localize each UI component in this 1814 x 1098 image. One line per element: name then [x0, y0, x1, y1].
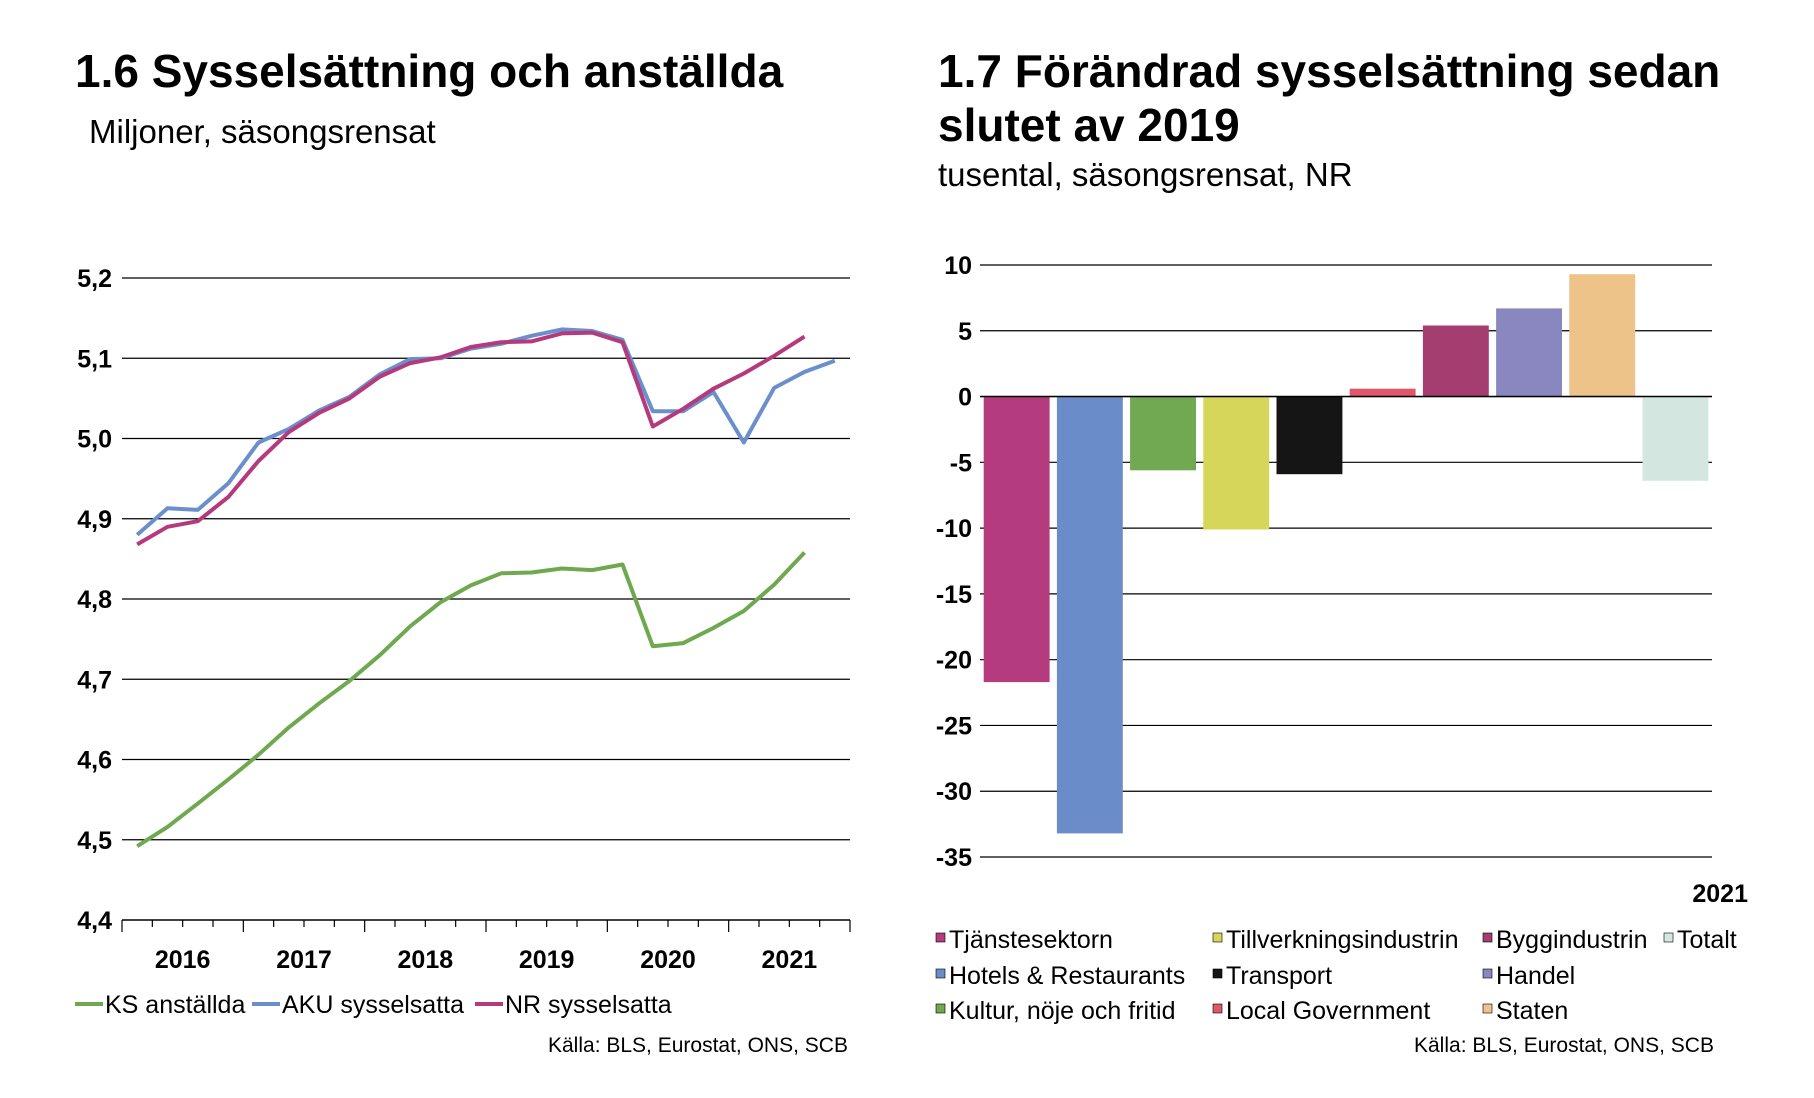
legend-label: Tjänstesektorn [949, 926, 1113, 954]
line-chart-panel: 1.6 Sysselsättning och anställda Miljone… [0, 0, 900, 1098]
legend-swatch [1212, 932, 1223, 943]
x-axis-label: 2021 [1692, 880, 1748, 908]
legend-label: Kultur, nöje och fritid [949, 997, 1176, 1025]
bar [1056, 396, 1123, 834]
bar [1276, 396, 1343, 475]
legend-swatch [1212, 1003, 1223, 1014]
legend-swatch [935, 968, 946, 979]
legend-label: NR sysselsatta [505, 991, 672, 1019]
y-tick-label: 5,0 [77, 426, 112, 454]
x-tick-label: 2020 [640, 946, 696, 974]
legend-label: AKU sysselsatta [282, 991, 464, 1019]
y-tick-label: -30 [936, 778, 972, 806]
bar-chart-panel: 1.7 Förändrad sysselsättning sedan slute… [900, 0, 1814, 1098]
legend-label: Hotels & Restaurants [949, 962, 1185, 990]
bar [1496, 308, 1562, 397]
y-tick-label: 0 [958, 384, 972, 412]
y-tick-label: -15 [936, 581, 972, 609]
legend-label: Tillverkningsindustrin [1226, 926, 1459, 954]
source-note: Källa: BLS, Eurostat, ONS, SCB [1414, 1034, 1714, 1057]
y-tick-label: 4,4 [77, 907, 112, 935]
bar [1422, 325, 1489, 397]
bar [1203, 396, 1270, 530]
legend-swatch [1482, 1003, 1493, 1014]
legend-label: Local Government [1226, 997, 1430, 1025]
y-tick-label: 5 [958, 318, 972, 346]
chart-subtitle: tusental, säsongsrensat, NR [938, 156, 1353, 193]
bar [1349, 388, 1416, 397]
bar-chart: 10 5 0 -5 -10 -15 -20 -25 -30 -35 2021 Tjänstesekto… [935, 252, 1748, 1025]
y-tick-label: 10 [944, 252, 972, 280]
legend-swatch [1212, 968, 1223, 979]
y-tick-label: 4,5 [77, 827, 112, 855]
legend-label: KS anställda [105, 991, 245, 1019]
chart-subtitle: Miljoner, säsongsrensat [89, 113, 436, 150]
x-tick-label: 2017 [276, 946, 332, 974]
y-tick-label: -25 [936, 712, 972, 740]
legend-swatch [1663, 932, 1674, 943]
bar [1642, 396, 1709, 481]
y-tick-label: 5,1 [77, 345, 112, 373]
y-tick-label: 4,7 [77, 666, 112, 694]
legend-swatch [1482, 968, 1493, 979]
y-tick-label: -35 [936, 844, 972, 872]
line-chart: 4,4 4,5 4,6 4,7 4,8 4,9 5,0 5,1 5,2 2016 2017 2018 2… [75, 265, 851, 1019]
source-note: Källa: BLS, Eurostat, ONS, SCB [548, 1034, 848, 1057]
bar [1569, 274, 1636, 397]
y-tick-label: -10 [936, 515, 972, 543]
legend-swatch [935, 1003, 946, 1014]
y-tick-label: 4,6 [77, 747, 112, 775]
legend-swatch [935, 932, 946, 943]
legend-swatch [1482, 932, 1493, 943]
legend-label: Byggindustrin [1496, 926, 1647, 954]
legend-label: Handel [1496, 962, 1575, 990]
legend-label: Transport [1226, 962, 1332, 990]
bar [983, 396, 1050, 683]
y-tick-label: -5 [950, 449, 972, 477]
x-tick-label: 2018 [398, 946, 454, 974]
series-line [136, 551, 806, 848]
series-line [136, 330, 806, 547]
bar [1130, 396, 1196, 471]
chart-title: 1.6 Sysselsättning och anställda [75, 45, 784, 97]
x-tick-label: 2019 [519, 946, 575, 974]
legend-label: Staten [1496, 997, 1568, 1025]
series-line [135, 327, 836, 537]
y-tick-label: 4,8 [77, 586, 112, 614]
y-tick-label: -20 [936, 647, 972, 675]
x-tick-label: 2016 [155, 946, 211, 974]
chart-title-line-1: 1.7 Förändrad sysselsättning sedan [938, 45, 1721, 97]
chart-title-line-2: slutet av 2019 [938, 99, 1240, 151]
x-tick-label: 2021 [762, 946, 818, 974]
y-tick-label: 5,2 [77, 265, 112, 293]
y-tick-label: 4,9 [77, 506, 112, 534]
legend-label: Totalt [1677, 926, 1737, 954]
